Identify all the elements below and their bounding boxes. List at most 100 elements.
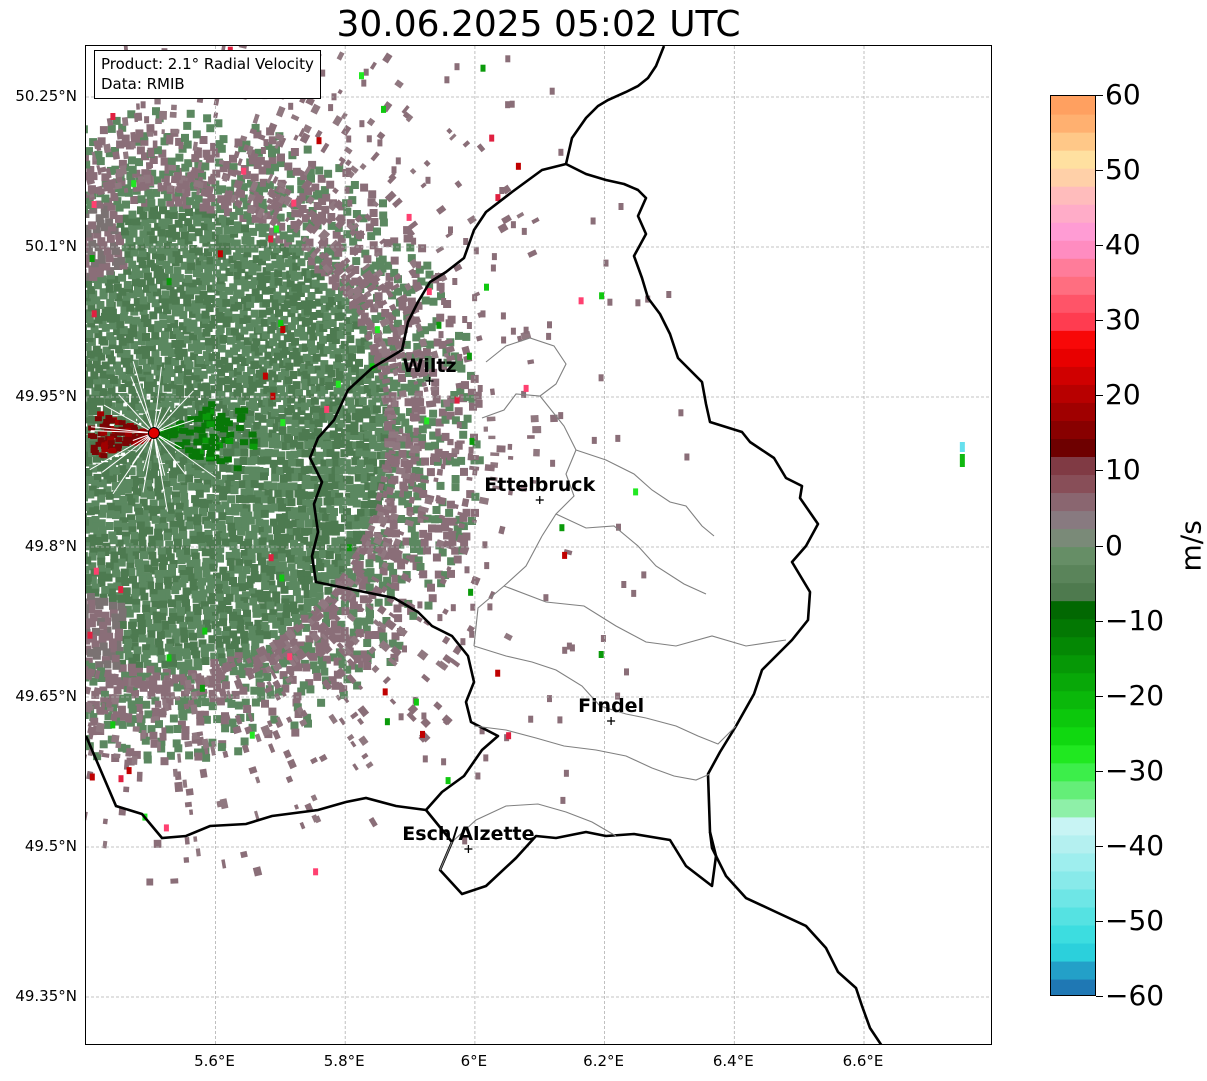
lon-label: 6°E xyxy=(460,1052,488,1070)
colorbar-bin xyxy=(1051,960,1095,980)
colorbar-bin xyxy=(1051,924,1095,944)
colorbar-bin xyxy=(1051,456,1095,476)
colorbar-tickmark xyxy=(1096,770,1103,772)
colorbar-bin xyxy=(1051,240,1095,259)
colorbar-tick-label: 40 xyxy=(1105,228,1141,262)
colorbar-bin xyxy=(1051,744,1095,764)
city-marker: Wiltz xyxy=(402,355,457,385)
map-title: 30.06.2025 05:02 UTC xyxy=(336,4,741,45)
colorbar-tick-label: −20 xyxy=(1105,678,1165,712)
colorbar-bin xyxy=(1051,888,1095,908)
radar-echo-layer xyxy=(86,46,965,886)
colorbar-tick-label: 60 xyxy=(1105,78,1141,111)
colorbar-bin xyxy=(1051,708,1095,728)
map-canvas: Wiltz Ettelbruck Findel Esch/Alzette xyxy=(86,46,991,1044)
colorbar-tickmark xyxy=(1096,95,1103,96)
colorbar-bin xyxy=(1051,780,1095,800)
colorbar-bin xyxy=(1051,852,1095,872)
colorbar-tickmark xyxy=(1096,996,1103,997)
colorbar-tickmark xyxy=(1096,920,1103,922)
colorbar-bin xyxy=(1051,222,1095,241)
colorbar-bin xyxy=(1051,366,1095,385)
colorbar-bin xyxy=(1051,762,1095,782)
colorbar-tick-label: 20 xyxy=(1105,378,1141,412)
lat-label: 49.5°N xyxy=(24,837,77,855)
colorbar-bin xyxy=(1051,834,1095,854)
lat-label: 49.35°N xyxy=(15,987,77,1005)
colorbar-tickmark xyxy=(1096,545,1103,547)
colorbar-tick-label: −40 xyxy=(1105,828,1165,862)
colorbar-bin xyxy=(1051,204,1095,223)
colorbar-bin xyxy=(1051,870,1095,890)
colorbar-bin xyxy=(1051,348,1095,367)
colorbar-gradient xyxy=(1051,96,1095,995)
lon-label: 5.6°E xyxy=(194,1052,235,1070)
colorbar-tickmark xyxy=(1096,620,1103,622)
colorbar-tickmark xyxy=(1096,245,1103,247)
colorbar-tick-label: −50 xyxy=(1105,903,1165,937)
lat-label: 49.95°N xyxy=(15,387,77,405)
colorbar-tick-label: 10 xyxy=(1105,453,1141,487)
colorbar-bin xyxy=(1051,132,1095,151)
colorbar-bin xyxy=(1051,114,1095,133)
lat-label: 49.65°N xyxy=(15,687,77,705)
product-info-box: Product: 2.1° Radial Velocity Data: RMIB xyxy=(94,50,321,99)
city-label: Findel xyxy=(578,695,644,717)
city-label: Esch/Alzette xyxy=(402,823,534,845)
colorbar-bin xyxy=(1051,186,1095,205)
colorbar-bin xyxy=(1051,168,1095,187)
colorbar-tickmark xyxy=(1096,395,1103,397)
lon-label: 5.8°E xyxy=(323,1052,365,1070)
lon-label: 6.4°E xyxy=(712,1052,754,1070)
colorbar-bin xyxy=(1051,420,1095,439)
lat-label: 49.8°N xyxy=(24,537,77,555)
colorbar-bin xyxy=(1051,726,1095,746)
colorbar-bin xyxy=(1051,690,1095,710)
colorbar-tickmark xyxy=(1096,470,1103,472)
colorbar-tick-label: 50 xyxy=(1105,153,1141,187)
colorbar-bin xyxy=(1051,546,1095,566)
colorbar-bin xyxy=(1051,564,1095,584)
colorbar-tickmark xyxy=(1096,320,1103,322)
lat-label: 50.1°N xyxy=(24,237,77,255)
colorbar xyxy=(1050,95,1096,996)
colorbar-tick-label: −60 xyxy=(1105,979,1165,1012)
colorbar-tick-label: 30 xyxy=(1105,303,1141,337)
product-label: Product: 2.1° Radial Velocity xyxy=(101,55,314,73)
colorbar-bin xyxy=(1051,384,1095,403)
colorbar-bin xyxy=(1051,798,1095,818)
colorbar-bin xyxy=(1051,402,1095,421)
colorbar-bin xyxy=(1051,492,1095,512)
lon-label: 6.2°E xyxy=(583,1052,625,1070)
lon-label: 6.6°E xyxy=(842,1052,884,1070)
colorbar-bin xyxy=(1051,528,1095,548)
colorbar-bin xyxy=(1051,96,1095,115)
colorbar-tickmark xyxy=(1096,845,1103,847)
colorbar-bin xyxy=(1051,258,1095,277)
colorbar-bin xyxy=(1051,582,1095,602)
city-label: Ettelbruck xyxy=(484,474,595,496)
colorbar-tickmark xyxy=(1096,695,1103,697)
colorbar-bin xyxy=(1051,294,1095,313)
colorbar-bin xyxy=(1051,636,1095,656)
lat-label: 50.25°N xyxy=(15,87,77,105)
radar-map[interactable]: Wiltz Ettelbruck Findel Esch/Alzette xyxy=(85,45,992,1045)
colorbar-bin xyxy=(1051,618,1095,638)
city-marker: Findel xyxy=(578,695,644,725)
colorbar-bin xyxy=(1051,474,1095,494)
colorbar-bin xyxy=(1051,942,1095,962)
colorbar-bin xyxy=(1051,312,1095,331)
colorbar-bin xyxy=(1051,654,1095,674)
colorbar-tick-label: −10 xyxy=(1105,603,1165,637)
colorbar-bin xyxy=(1051,906,1095,926)
colorbar-tickmark xyxy=(1096,170,1103,172)
colorbar-bin xyxy=(1051,600,1095,620)
colorbar-bin xyxy=(1051,276,1095,295)
colorbar-unit: m/s xyxy=(1174,520,1207,572)
city-label: Wiltz xyxy=(402,355,456,377)
city-marker: Ettelbruck xyxy=(484,474,596,504)
city-marker: Esch/Alzette xyxy=(402,823,535,853)
colorbar-tick-label: −30 xyxy=(1105,753,1165,787)
colorbar-bin xyxy=(1051,150,1095,169)
colorbar-bin xyxy=(1051,672,1095,692)
